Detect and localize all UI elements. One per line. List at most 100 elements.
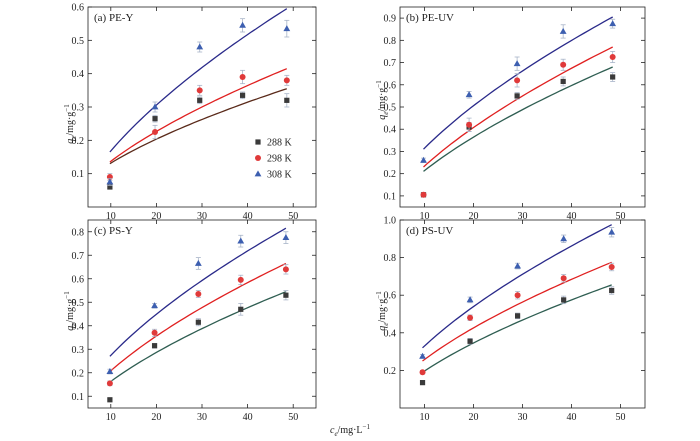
data-point-288k <box>609 287 615 294</box>
data-point-308k <box>420 156 427 163</box>
legend-label: 308 K <box>267 170 293 181</box>
y-tick-label: 0.5 <box>72 298 85 309</box>
data-point-308k <box>151 302 158 309</box>
x-tick-label: 20 <box>469 412 479 423</box>
fit-curve-288k <box>422 284 612 373</box>
data-point-308k <box>609 20 617 27</box>
y-tick-label: 0.1 <box>72 169 85 180</box>
data-point-288k <box>151 343 158 349</box>
fit-curve-308k <box>109 227 287 357</box>
data-point-308k <box>560 235 568 242</box>
fit-curve-298k <box>423 46 613 168</box>
y-tick-label: 0.4 <box>72 321 85 332</box>
x-tick-label: 30 <box>518 211 528 222</box>
data-point-298k <box>237 276 244 283</box>
data-point-298k <box>514 77 521 84</box>
legend-marker-308k <box>254 170 262 177</box>
data-point-298k <box>466 121 473 128</box>
x-tick-label: 50 <box>288 211 298 222</box>
legend-marker-298k <box>255 155 261 161</box>
data-point-308k <box>237 237 245 244</box>
data-point-298k <box>282 266 289 273</box>
x-tick-label: 40 <box>243 211 253 222</box>
data-point-288k <box>284 97 290 103</box>
y-tick-label: 0.6 <box>384 291 397 302</box>
fit-curve-308k <box>422 224 612 349</box>
fit-curve-298k <box>109 68 288 163</box>
x-tick-label: 20 <box>469 211 479 222</box>
y-tick-label: 0.5 <box>72 36 85 47</box>
legend-label: 288 K <box>267 138 293 149</box>
data-point-288k <box>197 97 203 103</box>
data-point-308k <box>106 178 114 185</box>
x-tick-label: 10 <box>106 412 116 423</box>
data-point-308k <box>283 25 291 32</box>
data-point-288k <box>107 397 113 403</box>
data-point-308k <box>513 60 521 67</box>
y-tick-label: 0.8 <box>384 253 397 264</box>
y-tick-label: 0.8 <box>72 227 85 238</box>
data-point-298k <box>609 54 616 60</box>
y-tick-label: 0.6 <box>384 80 397 91</box>
y-tick-label: 0.2 <box>72 368 85 379</box>
x-tick-label: 50 <box>616 412 626 423</box>
panel-title: (d) PS-UV <box>406 225 453 237</box>
y-tick-label: 0.7 <box>384 58 397 69</box>
panel-title: (a) PE-Y <box>94 12 133 24</box>
x-tick-label: 10 <box>106 211 116 222</box>
y-axis-label-top-left: qe/mg·g−1 <box>63 104 78 144</box>
x-tick-label: 40 <box>243 412 253 423</box>
data-point-308k <box>151 103 159 110</box>
y-tick-label: 0.7 <box>72 251 85 262</box>
fit-curve-298k <box>422 261 612 362</box>
y-tick-label: 0.4 <box>384 125 397 136</box>
data-point-288k <box>610 74 616 80</box>
data-point-298k <box>106 380 113 387</box>
data-point-308k <box>239 21 246 28</box>
data-point-298k <box>239 74 246 80</box>
y-tick-label: 0.6 <box>72 3 85 14</box>
data-point-308k <box>608 228 616 235</box>
data-point-288k <box>419 380 426 386</box>
data-point-288k <box>515 313 521 319</box>
x-tick-label: 10 <box>420 412 430 423</box>
fit-curve-288k <box>109 88 287 165</box>
data-point-298k <box>151 329 158 336</box>
data-point-288k <box>561 297 567 303</box>
data-point-298k <box>560 275 567 282</box>
data-point-308k <box>194 259 202 266</box>
panel-b: 10 20 30 40 50 0.1 0.2 0.3 0.4 0.5 0.6 0.7 0.8 0.9 (b)… <box>384 6 646 222</box>
x-tick-label: 50 <box>288 412 298 423</box>
data-point-308k <box>559 27 567 34</box>
data-point-288k <box>195 319 201 325</box>
x-tick-label: 30 <box>197 412 207 423</box>
x-tick-label: 30 <box>197 211 207 222</box>
y-axis-label-top-right: qe/mg·g−1 <box>375 80 390 120</box>
data-point-308k <box>465 91 473 98</box>
data-point-308k <box>419 352 426 359</box>
data-point-288k <box>239 92 246 98</box>
plot-frame <box>399 6 646 208</box>
x-tick-label: 40 <box>567 412 577 423</box>
x-axis-label: ce/mg·L−1 <box>330 423 371 438</box>
x-tick-label: 10 <box>420 211 430 222</box>
x-tick-label: 20 <box>151 412 161 423</box>
fit-curve-288k <box>423 66 613 172</box>
y-tick-label: 0.3 <box>384 147 397 158</box>
data-point-288k <box>107 184 113 190</box>
y-tick-label: 0.4 <box>384 328 397 339</box>
panel-a: 10 20 30 40 50 0.1 0.2 0.3 0.4 0.5 0.6 (a) PE-Y 288 … <box>72 3 317 222</box>
data-point-298k <box>152 129 159 135</box>
y-axis-label-bottom-right: qe/mg·g−1 <box>375 291 390 331</box>
y-tick-label: 0.1 <box>384 191 397 202</box>
plot-frame <box>87 219 317 409</box>
y-tick-label: 0.8 <box>384 36 397 47</box>
legend-label: 298 K <box>267 154 293 165</box>
data-point-288k <box>152 116 158 122</box>
y-tick-label: 0.6 <box>72 274 85 285</box>
data-point-298k <box>196 87 203 94</box>
x-tick-label: 30 <box>518 412 528 423</box>
panel-d: 10 20 30 40 50 0.2 0.4 0.6 0.8 1.0 (d) PS-UV <box>384 216 646 423</box>
y-tick-label: 0.2 <box>72 136 85 147</box>
x-tick-label: 50 <box>616 211 626 222</box>
